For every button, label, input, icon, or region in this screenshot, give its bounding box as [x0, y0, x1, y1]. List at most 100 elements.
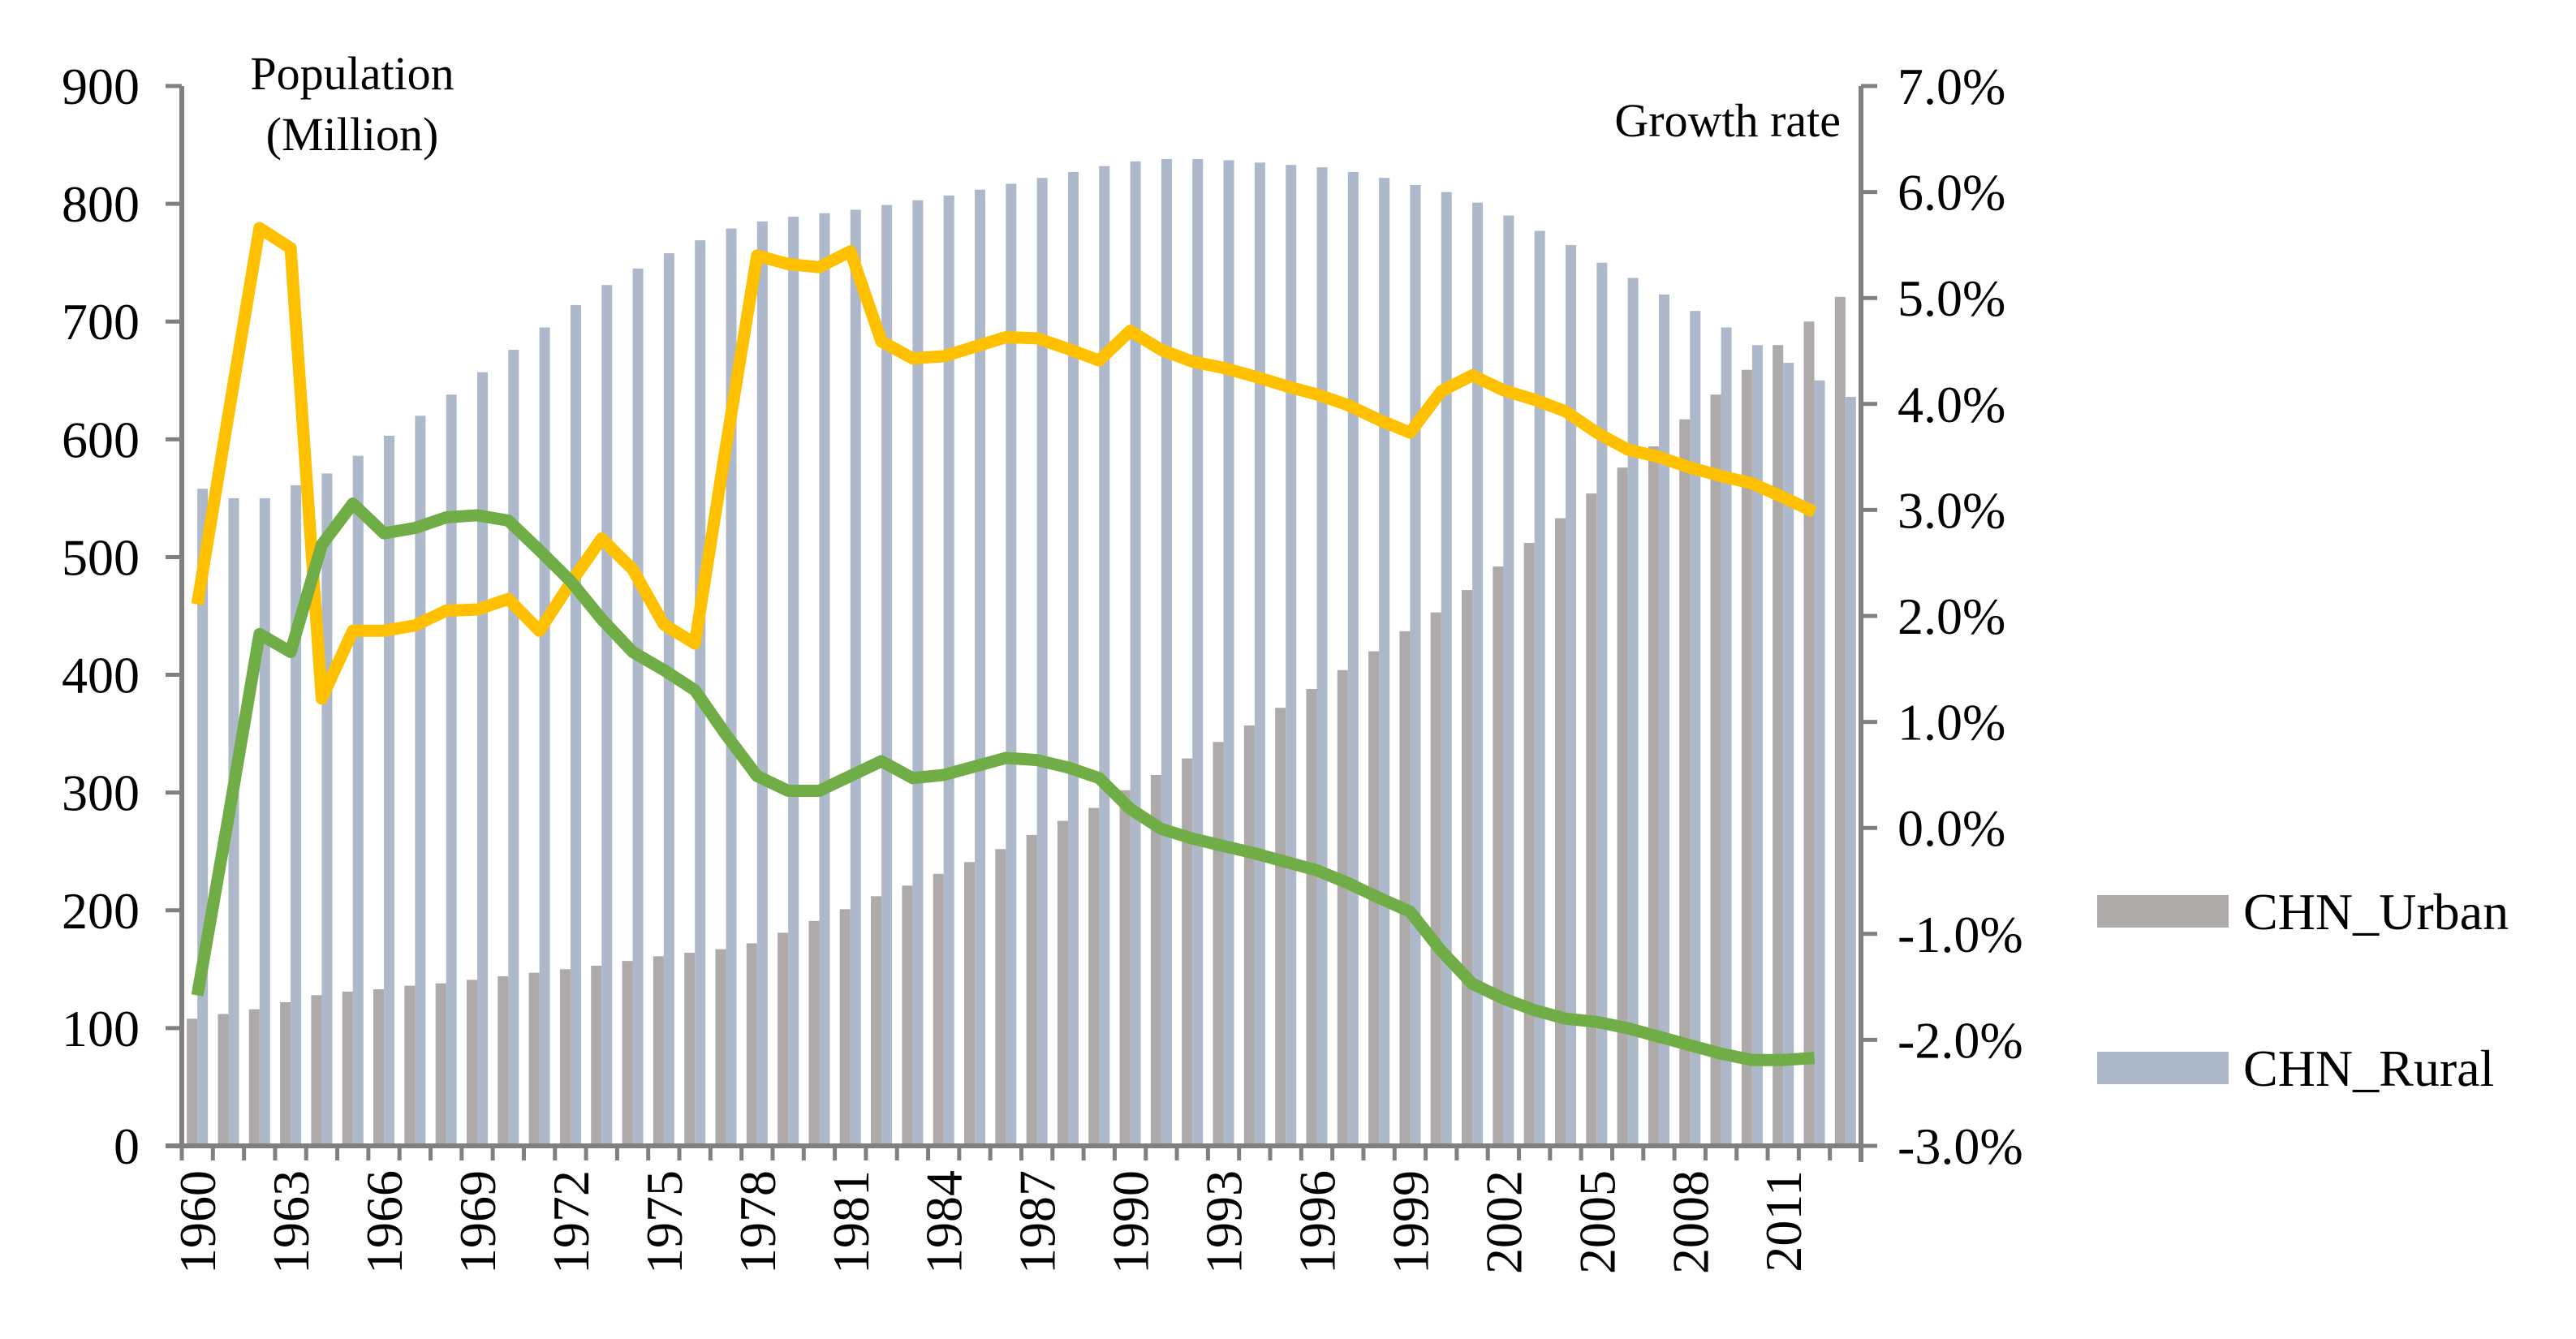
bar-chn-urban	[218, 1014, 229, 1146]
bar-chn-urban	[1648, 446, 1659, 1146]
bar-chn-urban	[1150, 774, 1161, 1146]
bar-chn-rural	[1067, 171, 1079, 1146]
bar-chn-rural	[1316, 167, 1328, 1146]
bar-chn-rural	[912, 200, 924, 1146]
bar-chn-urban	[964, 862, 976, 1146]
bar-chn-rural	[788, 217, 799, 1146]
x-tick-label: 1969	[449, 1170, 506, 1274]
bar-chn-rural	[1286, 165, 1297, 1146]
bar-chn-rural	[1441, 192, 1452, 1147]
bar-chn-urban	[1493, 566, 1504, 1146]
bar-chn-urban	[1523, 543, 1535, 1146]
bar-chn-rural	[1347, 171, 1359, 1146]
bar-chn-rural	[975, 189, 986, 1147]
x-tick-label: 1990	[1102, 1170, 1160, 1274]
bar-chn-urban	[808, 920, 820, 1146]
bar-chn-rural	[1596, 262, 1608, 1147]
bar-chn-rural	[570, 304, 581, 1146]
growth-rate-line-1	[191, 222, 1817, 705]
bar-chn-urban	[933, 873, 944, 1146]
bar-chn-urban	[1026, 834, 1037, 1146]
bar-chn-urban	[1554, 518, 1566, 1146]
axes-layer: 0 100 200 300 400 500 600 700 800 900 -3.0% -2.0% -1…	[62, 58, 2023, 1274]
growth-rate-line-2	[191, 497, 1816, 1066]
bar-chn-urban	[1182, 758, 1193, 1146]
bar-chn-urban	[591, 965, 602, 1146]
bar-chn-rural	[1690, 311, 1701, 1146]
bar-chn-rural	[321, 473, 333, 1146]
bar-chn-rural	[259, 497, 270, 1146]
bar-chn-rural	[1379, 178, 1390, 1147]
left-tick-label: 700	[62, 293, 140, 351]
bar-chn-urban	[373, 989, 385, 1146]
bar-chn-urban	[1679, 419, 1691, 1146]
bar-chn-rural	[601, 285, 613, 1146]
bar-chn-rural	[1566, 244, 1577, 1146]
right-tick-label: 0.0%	[1898, 799, 2005, 857]
x-tick-label: 2005	[1568, 1170, 1626, 1274]
x-tick-label: 2008	[1661, 1170, 1719, 1274]
bar-chn-urban	[1741, 369, 1752, 1146]
legend: CHN_Urban CHN_Rural	[2097, 883, 2509, 1097]
bar-chn-urban	[1306, 688, 1317, 1146]
left-axis-title-line2: (Million)	[266, 108, 439, 161]
x-tick-label: 1981	[822, 1170, 880, 1274]
left-tick-label: 500	[62, 528, 140, 586]
right-tick-label: 7.0%	[1898, 58, 2005, 115]
x-tick-label: 2011	[1755, 1170, 1812, 1272]
bar-chn-rural	[1721, 327, 1732, 1146]
x-tick-label: 1975	[635, 1170, 693, 1274]
bar-chn-urban	[995, 849, 1006, 1146]
bar-chn-rural	[756, 221, 768, 1146]
left-tick-label: 900	[62, 58, 140, 115]
bar-chn-urban	[466, 979, 477, 1146]
bar-chn-urban	[746, 943, 757, 1146]
bar-chn-urban	[778, 932, 789, 1146]
x-tick-label: 1960	[169, 1170, 226, 1274]
bar-chn-urban	[653, 956, 664, 1146]
right-tick-label: 3.0%	[1898, 481, 2005, 539]
left-tick-label: 200	[62, 882, 140, 940]
bar-chn-rural	[1192, 158, 1204, 1147]
bar-chn-urban	[1617, 467, 1628, 1146]
bar-chn-urban	[248, 1009, 260, 1146]
right-tick-label: 1.0%	[1898, 694, 2005, 751]
right-tick-label: 5.0%	[1898, 269, 2005, 327]
bar-chn-rural	[1254, 162, 1265, 1146]
bar-chn-urban	[1337, 670, 1348, 1146]
bar-chn-rural	[1751, 345, 1763, 1146]
bar-chn-urban	[902, 885, 913, 1146]
bar-chn-rural	[1006, 183, 1017, 1146]
bar-chn-urban	[1462, 590, 1473, 1146]
bar-chn-rural	[508, 350, 519, 1146]
right-axis-title: Growth rate	[1614, 94, 1841, 147]
lines-layer	[191, 222, 1817, 1066]
bar-chn-urban	[528, 972, 540, 1146]
bar-chn-urban	[404, 985, 416, 1146]
legend-label: CHN_Urban	[2243, 883, 2509, 941]
bar-chn-urban	[839, 909, 851, 1146]
x-tick-label: 1984	[915, 1170, 973, 1274]
bar-chn-urban	[498, 976, 509, 1146]
left-tick-label: 100	[62, 1000, 140, 1057]
bar-chn-urban	[871, 896, 882, 1146]
left-axis-title-line1: Population	[250, 47, 454, 100]
bar-chn-rural	[539, 327, 550, 1146]
left-tick-label: 0	[114, 1117, 140, 1175]
bar-chn-rural	[1161, 158, 1172, 1147]
bar-chn-urban	[1773, 345, 1784, 1146]
bar-chn-rural	[943, 195, 954, 1146]
bar-chn-urban	[1586, 493, 1597, 1146]
x-tick-label: 1993	[1195, 1170, 1253, 1274]
bar-chn-urban	[187, 1018, 198, 1146]
bar-chn-urban	[1213, 742, 1224, 1146]
bar-chn-rural	[1503, 215, 1514, 1147]
bar-chn-rural	[1410, 184, 1421, 1147]
right-tick-label: -2.0%	[1898, 1011, 2023, 1069]
bar-chn-urban	[1834, 296, 1846, 1146]
bar-chn-rural	[881, 205, 893, 1146]
bar-chn-urban	[1430, 612, 1441, 1146]
bar-chn-rural	[1783, 363, 1794, 1146]
bar-chn-urban	[1243, 725, 1255, 1146]
bar-chn-urban	[1710, 394, 1721, 1146]
